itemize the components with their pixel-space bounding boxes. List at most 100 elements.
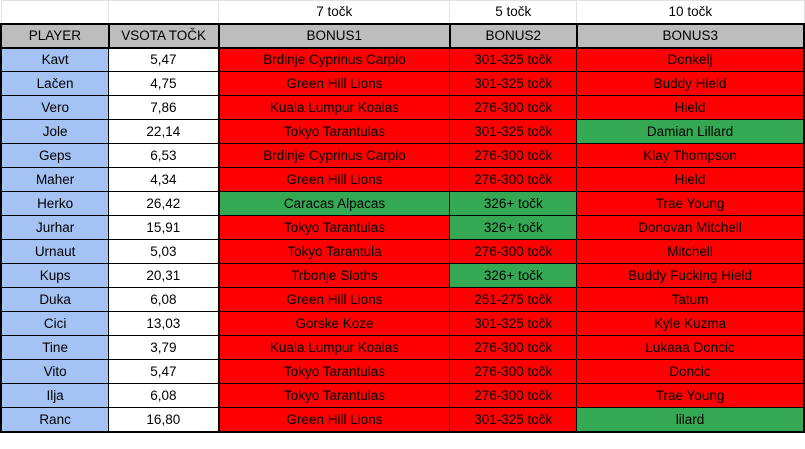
bonus3-cell[interactable]: Buddy Fucking Hield	[576, 263, 805, 288]
total-cell[interactable]: 16,80	[108, 407, 220, 433]
bonus1-cell[interactable]: Trbonje Sloths	[217, 263, 451, 288]
header-bonus3[interactable]: BONUS3	[575, 22, 805, 49]
table-row: Vito 5,47 Tokyo Tarantulas 276-300 točk Donc…	[0, 359, 805, 384]
bonus2-cell[interactable]: 301-325 točk	[449, 119, 578, 144]
bonus1-cell[interactable]: Brdinje Cyprinus Carpio	[217, 47, 451, 72]
bonus3-cell[interactable]: Mitchell	[576, 239, 805, 264]
bonus3-cell[interactable]: Hield	[576, 167, 805, 192]
bonus2-cell[interactable]: 276-300 točk	[449, 383, 578, 408]
player-cell[interactable]: Duka	[0, 287, 110, 312]
bonus1-cell[interactable]: Green Hill Lions	[217, 71, 451, 96]
bonus3-cell[interactable]: Donkelj	[576, 47, 805, 72]
total-cell[interactable]: 7,86	[108, 95, 220, 120]
bonus1-cell[interactable]: Tokyo Tarantulas	[217, 215, 451, 240]
bonus1-cell[interactable]: Tokyo Tarantulas	[217, 383, 451, 408]
bonus2-cell[interactable]: 276-300 točk	[449, 359, 578, 384]
bonus3-cell[interactable]: Buddy Hield	[576, 71, 805, 96]
player-cell[interactable]: Ranc	[0, 407, 110, 433]
bonus3-cell[interactable]: Damian Lillard	[576, 119, 805, 144]
bonus1-cell[interactable]: Tokyo Tarantulas	[217, 359, 451, 384]
table-row: Vero 7,86 Kuala Lumpur Koalas 276-300 točk H…	[0, 95, 805, 120]
total-cell[interactable]: 5,03	[108, 239, 220, 264]
player-cell[interactable]: Tine	[0, 335, 110, 360]
player-cell[interactable]: Kups	[0, 263, 110, 288]
bonus2-cell[interactable]: 276-300 točk	[449, 335, 578, 360]
bonus3-cell[interactable]: Doncic	[576, 359, 805, 384]
table-row: Kavt 5,47 Brdinje Cyprinus Carpio 301-325 t…	[0, 47, 805, 72]
bonus2-cell[interactable]: 251-275 točk	[449, 287, 578, 312]
bonus1-cell[interactable]: Gorske Koze	[217, 311, 451, 336]
header-bonus1[interactable]: BONUS1	[217, 22, 451, 49]
player-cell[interactable]: Geps	[0, 143, 110, 168]
empty-cell[interactable]	[108, 0, 219, 24]
bonus2-cell[interactable]: 301-325 točk	[449, 71, 578, 96]
total-cell[interactable]: 26,42	[108, 191, 220, 216]
player-cell[interactable]: Jurhar	[0, 215, 110, 240]
total-cell[interactable]: 6,08	[108, 383, 220, 408]
player-cell[interactable]: Vero	[0, 95, 110, 120]
header-player[interactable]: PLAYER	[0, 22, 110, 49]
bonus3-cell[interactable]: Trae Young	[576, 191, 805, 216]
empty-cell[interactable]	[0, 0, 110, 24]
table-body: 7 točk 5 točk 10 točk PLAYER VSOTA TOČK …	[0, 0, 805, 433]
bonus3-cell[interactable]: Trae Young	[576, 383, 805, 408]
bonus2-cell[interactable]: 301-325 točk	[449, 407, 578, 433]
total-cell[interactable]: 22,14	[108, 119, 220, 144]
bonus3-cell[interactable]: Klay Thompson	[576, 143, 805, 168]
bonus2-cell[interactable]: 276-300 točk	[449, 143, 578, 168]
bonus3-cell[interactable]: Donovan Mitchell	[576, 215, 805, 240]
total-cell[interactable]: 6,08	[108, 287, 220, 312]
player-cell[interactable]: Cici	[0, 311, 110, 336]
player-cell[interactable]: Ilja	[0, 383, 110, 408]
bonus2-points-cell[interactable]: 5 točk	[449, 0, 578, 24]
bonus1-cell[interactable]: Green Hill Lions	[217, 287, 451, 312]
table-row: Tine 3,79 Kuala Lumpur Koalas 276-300 točk L…	[0, 335, 805, 360]
header-total[interactable]: VSOTA TOČK	[107, 22, 220, 49]
bonus1-cell[interactable]: Caracas Alpacas	[217, 191, 451, 216]
bonus1-cell[interactable]: Green Hill Lions	[217, 407, 451, 433]
bonus2-cell[interactable]: 276-300 točk	[449, 95, 578, 120]
bonus3-cell[interactable]: Hield	[576, 95, 805, 120]
player-cell[interactable]: Urnaut	[0, 239, 110, 264]
total-cell[interactable]: 20,31	[108, 263, 220, 288]
table-row: Cici 13,03 Gorske Koze 301-325 točk Kyle Kuz…	[0, 311, 805, 336]
total-cell[interactable]: 4,75	[108, 71, 220, 96]
bonus3-cell[interactable]: Kyle Kuzma	[576, 311, 805, 336]
total-cell[interactable]: 5,47	[108, 47, 220, 72]
bonus2-cell[interactable]: 326+ točk	[449, 215, 578, 240]
total-cell[interactable]: 5,47	[108, 359, 220, 384]
bonus2-cell[interactable]: 326+ točk	[449, 191, 578, 216]
player-cell[interactable]: Kavt	[0, 47, 110, 72]
bonus1-cell[interactable]: Brdinje Cyprinus Carpio	[217, 143, 451, 168]
bonus2-cell[interactable]: 326+ točk	[449, 263, 578, 288]
player-cell[interactable]: Vito	[0, 359, 110, 384]
bonus1-cell[interactable]: Tokyo Tarantulas	[217, 119, 451, 144]
header-bonus2[interactable]: BONUS2	[448, 22, 578, 49]
player-cell[interactable]: Herko	[0, 191, 110, 216]
player-cell[interactable]: Lačen	[0, 71, 110, 96]
bonus3-cell[interactable]: lilard	[576, 407, 805, 433]
player-cell[interactable]: Jole	[0, 119, 110, 144]
table-row: Duka 6,08 Green Hill Lions 251-275 točk Tatu…	[0, 287, 805, 312]
table-row: Maher 4,34 Green Hill Lions 276-300 točk Hie…	[0, 167, 805, 192]
table-row: Lačen 4,75 Green Hill Lions 301-325 točk Bud…	[0, 71, 805, 96]
bonus2-cell[interactable]: 276-300 točk	[449, 167, 578, 192]
total-cell[interactable]: 15,91	[108, 215, 220, 240]
bonus1-cell[interactable]: Kuala Lumpur Koalas	[217, 95, 451, 120]
bonus1-cell[interactable]: Green Hill Lions	[217, 167, 451, 192]
bonus2-cell[interactable]: 301-325 točk	[449, 311, 578, 336]
header-row: PLAYER VSOTA TOČK BONUS1 BONUS2 BONUS3	[0, 22, 805, 49]
total-cell[interactable]: 3,79	[108, 335, 220, 360]
bonus3-cell[interactable]: Lukaaa Doncic	[576, 335, 805, 360]
total-cell[interactable]: 6,53	[108, 143, 220, 168]
total-cell[interactable]: 4,34	[108, 167, 220, 192]
bonus3-cell[interactable]: Tatum	[576, 287, 805, 312]
bonus1-cell[interactable]: Tokyo Tarantula	[217, 239, 451, 264]
player-cell[interactable]: Maher	[0, 167, 110, 192]
bonus2-cell[interactable]: 301-325 točk	[449, 47, 578, 72]
bonus3-points-cell[interactable]: 10 točk	[576, 0, 805, 24]
bonus1-points-cell[interactable]: 7 točk	[217, 0, 451, 24]
bonus2-cell[interactable]: 276-300 točk	[449, 239, 578, 264]
total-cell[interactable]: 13,03	[108, 311, 220, 336]
bonus1-cell[interactable]: Kuala Lumpur Koalas	[217, 335, 451, 360]
